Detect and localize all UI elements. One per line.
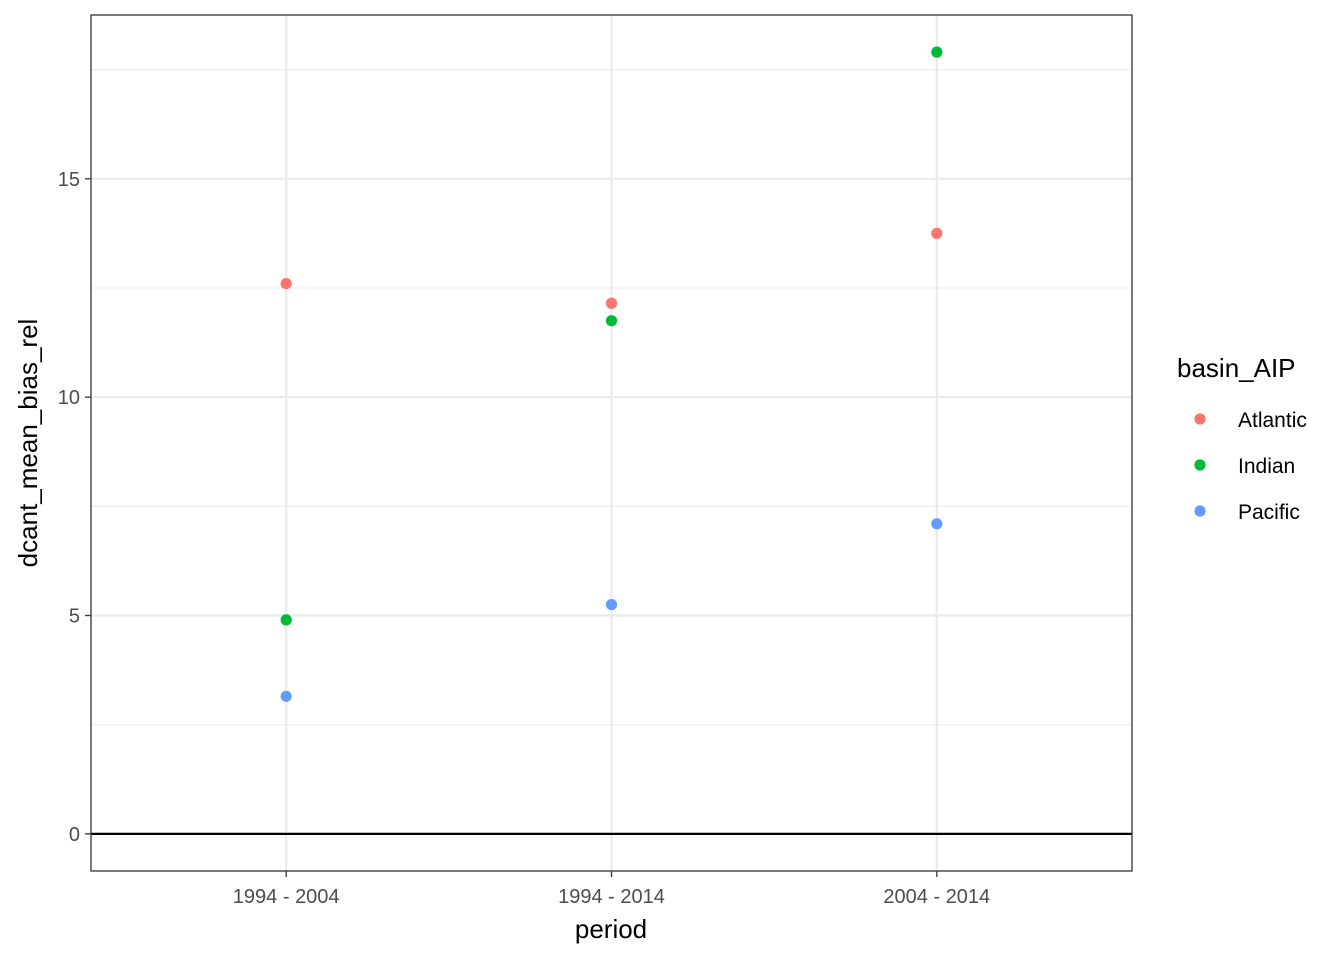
- point-indian-1: [605, 315, 618, 327]
- legend-key-atlantic: [1194, 413, 1206, 425]
- legend-key-pacific: [1194, 505, 1206, 517]
- x-tick-label: 2004 - 2014: [883, 886, 990, 908]
- y-tick-label: 10: [58, 387, 80, 409]
- x-axis: 1994 - 2004 1994 - 2014 2004 - 2014: [233, 871, 990, 908]
- point-indian-0: [280, 614, 292, 626]
- x-axis-title: period: [575, 914, 647, 944]
- y-tick-label: 15: [58, 169, 80, 191]
- x-tick-label: 1994 - 2004: [233, 886, 340, 908]
- y-tick-label: 0: [69, 824, 80, 846]
- legend-label-atlantic: Atlantic: [1238, 409, 1307, 432]
- legend-label-indian: Indian: [1238, 455, 1295, 478]
- x-tick-label: 1994 - 2014: [558, 886, 665, 908]
- point-pacific-1: [605, 598, 618, 611]
- legend-title: basin_AIP: [1177, 353, 1296, 383]
- legend-key-indian: [1194, 459, 1206, 471]
- major-gridlines: [91, 15, 1132, 871]
- data-points: [280, 46, 943, 702]
- legend: basin_AIP Atlantic Indian Pacific: [1177, 353, 1307, 524]
- legend-label-pacific: Pacific: [1238, 501, 1300, 524]
- point-atlantic-1: [605, 297, 618, 309]
- y-tick-label: 5: [69, 606, 80, 628]
- point-atlantic-0: [280, 277, 292, 290]
- point-atlantic-2: [931, 227, 943, 239]
- point-pacific-0: [280, 690, 292, 702]
- y-axis: 0 5 10 15: [58, 169, 91, 846]
- point-pacific-2: [931, 518, 943, 530]
- y-axis-title: dcant_mean_bias_rel: [13, 319, 43, 568]
- point-indian-2: [931, 46, 943, 58]
